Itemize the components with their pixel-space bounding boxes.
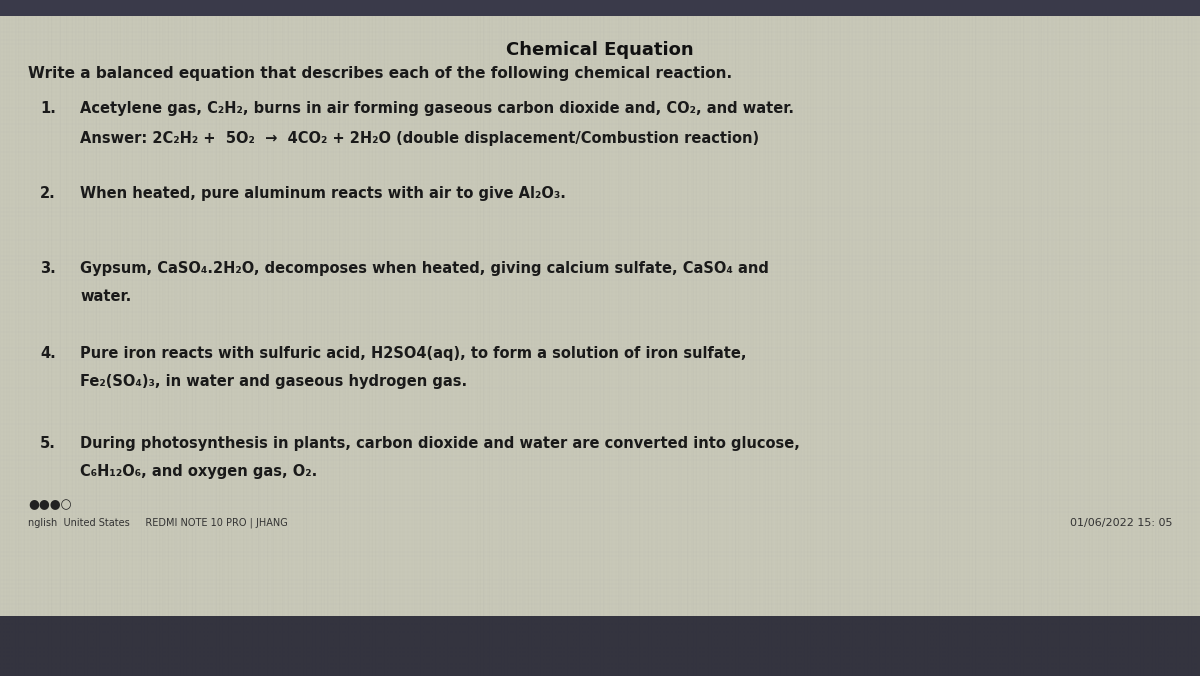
Text: During photosynthesis in plants, carbon dioxide and water are converted into glu: During photosynthesis in plants, carbon …: [80, 436, 800, 451]
Text: When heated, pure aluminum reacts with air to give Al₂O₃.: When heated, pure aluminum reacts with a…: [80, 186, 566, 201]
Text: Acetylene gas, C₂H₂, burns in air forming gaseous carbon dioxide and, CO₂, and w: Acetylene gas, C₂H₂, burns in air formin…: [80, 101, 794, 116]
Text: ●●●○: ●●●○: [28, 498, 72, 511]
Text: nglish  United States     REDMI NOTE 10 PRO | JHANG: nglish United States REDMI NOTE 10 PRO |…: [28, 518, 288, 529]
Text: C₆H₁₂O₆, and oxygen gas, O₂.: C₆H₁₂O₆, and oxygen gas, O₂.: [80, 464, 317, 479]
Text: 4.: 4.: [40, 346, 55, 361]
Text: Gypsum, CaSO₄.2H₂O, decomposes when heated, giving calcium sulfate, CaSO₄ and: Gypsum, CaSO₄.2H₂O, decomposes when heat…: [80, 261, 769, 276]
Text: Write a balanced equation that describes each of the following chemical reaction: Write a balanced equation that describes…: [28, 66, 732, 81]
Text: Chemical Equation: Chemical Equation: [506, 41, 694, 59]
Text: Pure iron reacts with sulfuric acid, H2SO4(aq), to form a solution of iron sulfa: Pure iron reacts with sulfuric acid, H2S…: [80, 346, 746, 361]
Text: Answer: 2C₂H₂ +  5O₂  →  4CO₂ + 2H₂O (double displacement/Combustion reaction): Answer: 2C₂H₂ + 5O₂ → 4CO₂ + 2H₂O (doubl…: [80, 131, 760, 146]
Text: 2.: 2.: [40, 186, 55, 201]
Text: Fe₂(SO₄)₃, in water and gaseous hydrogen gas.: Fe₂(SO₄)₃, in water and gaseous hydrogen…: [80, 374, 467, 389]
Text: 01/06/2022 15: 05: 01/06/2022 15: 05: [1069, 518, 1172, 528]
Text: 3.: 3.: [40, 261, 55, 276]
Text: 5.: 5.: [40, 436, 56, 451]
Text: 1.: 1.: [40, 101, 56, 116]
Bar: [0, 616, 1200, 676]
Bar: [0, 0, 1200, 16]
Text: water.: water.: [80, 289, 131, 304]
